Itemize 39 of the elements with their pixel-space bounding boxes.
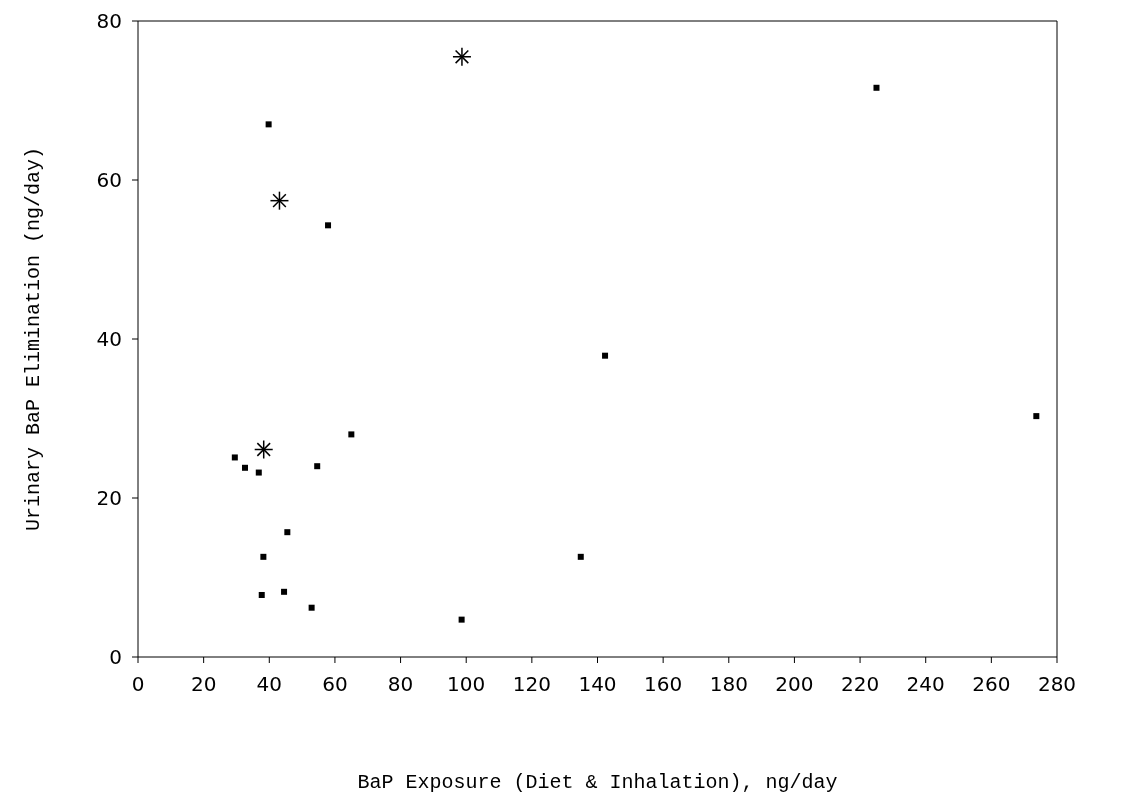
x-tick-label: 60 xyxy=(322,672,348,697)
point xyxy=(308,604,315,611)
x-tick-label: 120 xyxy=(512,672,551,697)
point xyxy=(577,553,584,560)
x-tick-label: 160 xyxy=(644,672,683,697)
x-tick-label: 280 xyxy=(1037,672,1077,697)
x-tick-label: 240 xyxy=(906,672,945,697)
x-tick-label: 80 xyxy=(387,672,414,697)
point xyxy=(325,222,332,229)
point xyxy=(255,469,262,476)
x-tick-label: 220 xyxy=(840,672,880,697)
point xyxy=(1033,413,1040,420)
y-tick-label: 0 xyxy=(109,645,122,670)
y-tick-label: 60 xyxy=(96,168,122,193)
x-tick-label: 100 xyxy=(447,672,486,697)
point xyxy=(265,121,272,128)
x-tick-label: 260 xyxy=(972,672,1011,697)
point xyxy=(242,464,248,471)
point xyxy=(458,616,465,623)
point xyxy=(281,588,288,595)
point xyxy=(284,529,291,536)
point xyxy=(314,463,321,470)
x-tick-label: 20 xyxy=(190,672,217,697)
x-tick-label: 200 xyxy=(775,672,814,697)
x-tick-label: 180 xyxy=(709,672,748,697)
x-tick-label: 140 xyxy=(578,672,617,697)
x-tick-label: 40 xyxy=(256,672,283,697)
y-tick-label: 20 xyxy=(96,486,122,511)
point xyxy=(873,84,880,91)
point xyxy=(258,591,265,598)
point xyxy=(602,352,609,359)
point xyxy=(260,553,267,560)
x-axis-title: BaP Exposure (Diet & Inhalation), ng/day xyxy=(357,771,838,794)
y-tick-label: 40 xyxy=(96,327,122,352)
point xyxy=(348,431,355,438)
x-tick-label: 0 xyxy=(131,672,145,697)
y-tick-label: 80 xyxy=(96,9,122,34)
point xyxy=(231,454,238,461)
y-axis-title: Urinary BaP Elimination (ng/day) xyxy=(22,146,46,532)
